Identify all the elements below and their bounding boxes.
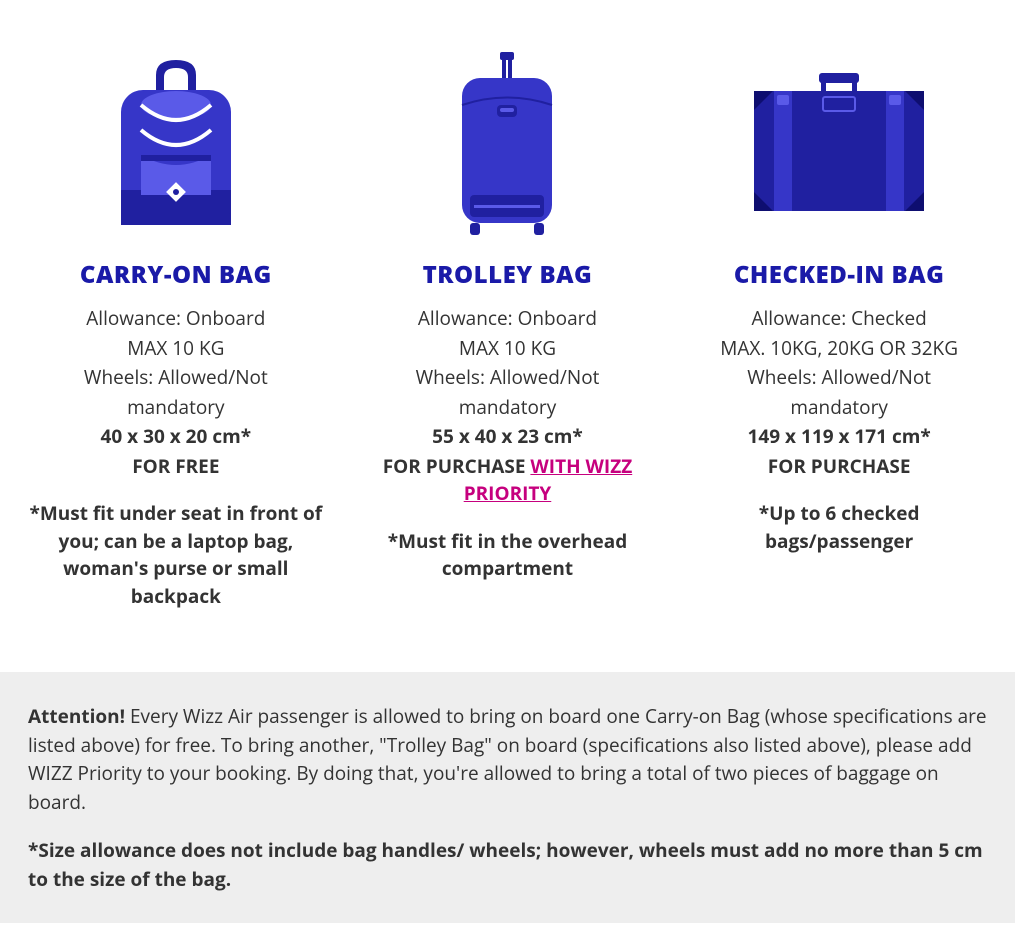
wheels-line-2: mandatory <box>352 394 662 422</box>
card-trolley: TROLLEY BAG Allowance: Onboard MAX 10 KG… <box>352 50 662 612</box>
card-title: TROLLEY BAG <box>352 258 662 291</box>
card-checked-in: CHECKED-IN BAG Allowance: Checked MAX. 1… <box>684 50 994 612</box>
attention-body: Every Wizz Air passenger is allowed to b… <box>28 703 987 815</box>
max-line: MAX. 10KG, 20KG OR 32KG <box>684 335 994 363</box>
card-carry-on: CARRY-ON BAG Allowance: Onboard MAX 10 K… <box>21 50 331 612</box>
purchase-line: FOR FREE <box>21 453 331 481</box>
suitcase-icon <box>684 50 994 240</box>
wheels-line-1: Wheels: Allowed/Not <box>684 364 994 392</box>
wheels-line-2: mandatory <box>21 394 331 422</box>
bag-cards-row: CARRY-ON BAG Allowance: Onboard MAX 10 K… <box>0 0 1015 672</box>
allowance-line: Allowance: Checked <box>684 305 994 333</box>
dimensions: 40 x 30 x 20 cm* <box>21 423 331 451</box>
trolley-icon <box>352 50 662 240</box>
attention-label: Attention! <box>28 703 130 729</box>
purchase-prefix: FOR PURCHASE <box>383 453 531 479</box>
purchase-line: FOR PURCHASE <box>684 453 994 481</box>
dimensions: 149 x 119 x 171 cm* <box>684 423 994 451</box>
purchase-prefix: FOR FREE <box>132 453 219 479</box>
attention-paragraph: Attention! Every Wizz Air passenger is a… <box>28 702 987 816</box>
size-allowance-note: *Size allowance does not include bag han… <box>28 836 987 893</box>
footer-notice: Attention! Every Wizz Air passenger is a… <box>0 672 1015 923</box>
footnote: *Must fit in the overhead compartment <box>352 528 662 583</box>
max-line: MAX 10 KG <box>352 335 662 363</box>
allowance-line: Allowance: Onboard <box>21 305 331 333</box>
purchase-prefix: FOR PURCHASE <box>768 453 911 479</box>
dimensions: 55 x 40 x 23 cm* <box>352 423 662 451</box>
footnote: *Up to 6 checked bags/passenger <box>684 500 994 555</box>
backpack-icon <box>21 50 331 240</box>
wheels-line-1: Wheels: Allowed/Not <box>352 364 662 392</box>
allowance-line: Allowance: Onboard <box>352 305 662 333</box>
wheels-line-2: mandatory <box>684 394 994 422</box>
max-line: MAX 10 KG <box>21 335 331 363</box>
purchase-line: FOR PURCHASE WITH WIZZ PRIORITY <box>352 453 662 508</box>
card-title: CARRY-ON BAG <box>21 258 331 291</box>
wheels-line-1: Wheels: Allowed/Not <box>21 364 331 392</box>
footnote: *Must fit under seat in front of you; ca… <box>21 500 331 610</box>
card-title: CHECKED-IN BAG <box>684 258 994 291</box>
